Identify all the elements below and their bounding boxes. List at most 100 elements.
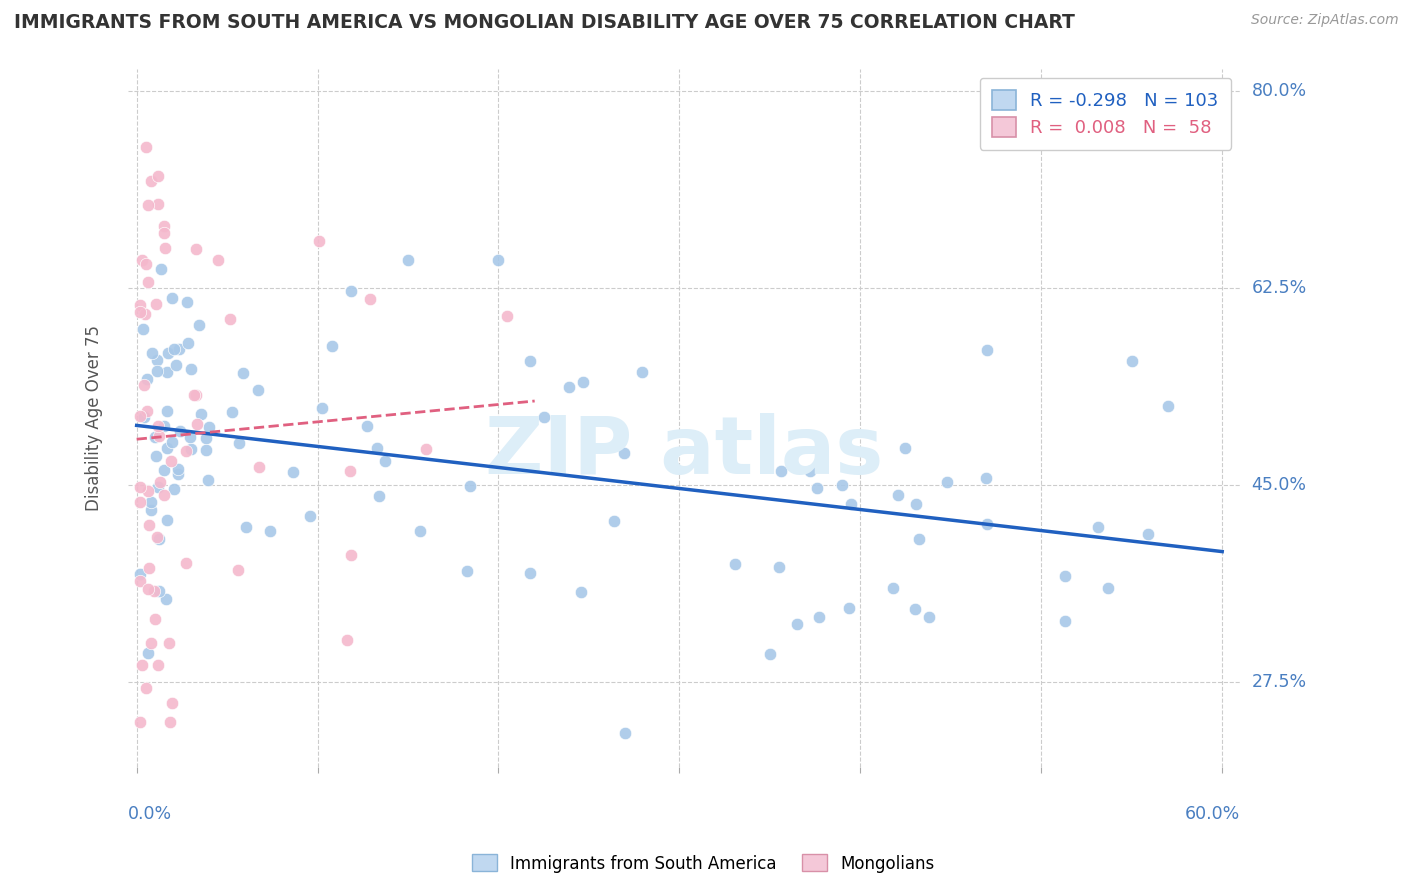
Point — [148, 196, 170, 211]
Point — [283, 466, 305, 480]
Point — [143, 430, 166, 444]
Point — [156, 365, 179, 379]
Point — [235, 520, 257, 534]
Point — [976, 517, 998, 532]
Point — [145, 296, 167, 310]
Y-axis label: Disability Age Over 75: Disability Age Over 75 — [86, 325, 103, 510]
Point — [311, 401, 333, 415]
Point — [145, 530, 167, 544]
Point — [759, 647, 782, 661]
Point — [197, 473, 219, 487]
Point — [1054, 614, 1077, 628]
Point — [218, 311, 240, 326]
Point — [129, 574, 152, 588]
Point — [138, 518, 160, 533]
Point — [340, 285, 363, 299]
Text: Source: ZipAtlas.com: Source: ZipAtlas.com — [1251, 13, 1399, 28]
Point — [155, 241, 177, 255]
Point — [148, 658, 170, 673]
Point — [132, 410, 155, 425]
Point — [1136, 526, 1159, 541]
Point — [190, 407, 212, 421]
Point — [139, 636, 162, 650]
Point — [339, 464, 361, 478]
Point — [368, 490, 391, 504]
Point — [496, 309, 519, 323]
Point — [135, 257, 157, 271]
Point — [221, 405, 243, 419]
Point — [519, 566, 541, 581]
Point — [183, 388, 205, 402]
Point — [186, 242, 208, 256]
Point — [148, 583, 170, 598]
Point — [456, 565, 478, 579]
Point — [174, 444, 197, 458]
Point — [838, 600, 860, 615]
Text: ZIP atlas: ZIP atlas — [485, 414, 883, 491]
Point — [157, 636, 180, 650]
Point — [174, 556, 197, 570]
Point — [519, 354, 541, 368]
Point — [142, 584, 165, 599]
Point — [976, 343, 998, 357]
Point — [134, 307, 156, 321]
Point — [533, 409, 555, 424]
Point — [152, 418, 174, 433]
Point — [150, 262, 173, 277]
Point — [146, 363, 169, 377]
Point — [488, 252, 510, 267]
Point — [129, 298, 152, 312]
Point — [169, 342, 191, 356]
Point — [374, 454, 396, 468]
Point — [153, 462, 176, 476]
Point — [129, 567, 152, 582]
Text: 27.5%: 27.5% — [1251, 673, 1306, 691]
Point — [179, 430, 201, 444]
Point — [129, 494, 152, 508]
Point — [831, 478, 853, 492]
Point — [936, 475, 959, 489]
Point — [1053, 568, 1076, 582]
Point — [180, 442, 202, 456]
Point — [770, 464, 793, 478]
Point — [569, 585, 592, 599]
Point — [135, 140, 157, 154]
Point — [1121, 354, 1143, 368]
Point — [129, 480, 152, 494]
Point — [152, 219, 174, 234]
Point — [356, 419, 378, 434]
Point — [156, 346, 179, 360]
Point — [415, 442, 437, 456]
Point — [146, 479, 169, 493]
Point — [136, 371, 159, 385]
Point — [136, 276, 159, 290]
Point — [336, 633, 359, 648]
Point — [159, 714, 181, 729]
Point — [141, 346, 163, 360]
Point — [882, 581, 904, 595]
Point — [806, 481, 828, 495]
Point — [186, 417, 208, 431]
Text: 62.5%: 62.5% — [1251, 279, 1306, 297]
Point — [1087, 520, 1109, 534]
Point — [259, 524, 281, 538]
Point — [908, 532, 931, 546]
Legend: R = -0.298   N = 103, R =  0.008   N =  58: R = -0.298 N = 103, R = 0.008 N = 58 — [980, 78, 1232, 150]
Point — [894, 441, 917, 455]
Point — [146, 419, 169, 434]
Point — [163, 483, 186, 497]
Point — [136, 484, 159, 499]
Text: 45.0%: 45.0% — [1251, 476, 1306, 494]
Point — [139, 503, 162, 517]
Point — [226, 563, 249, 577]
Point — [195, 442, 218, 457]
Point — [129, 409, 152, 424]
Point — [308, 234, 330, 248]
Point — [396, 252, 419, 267]
Point — [180, 362, 202, 376]
Point — [321, 339, 343, 353]
Point — [409, 524, 432, 538]
Point — [155, 592, 177, 607]
Point — [839, 497, 862, 511]
Point — [148, 429, 170, 443]
